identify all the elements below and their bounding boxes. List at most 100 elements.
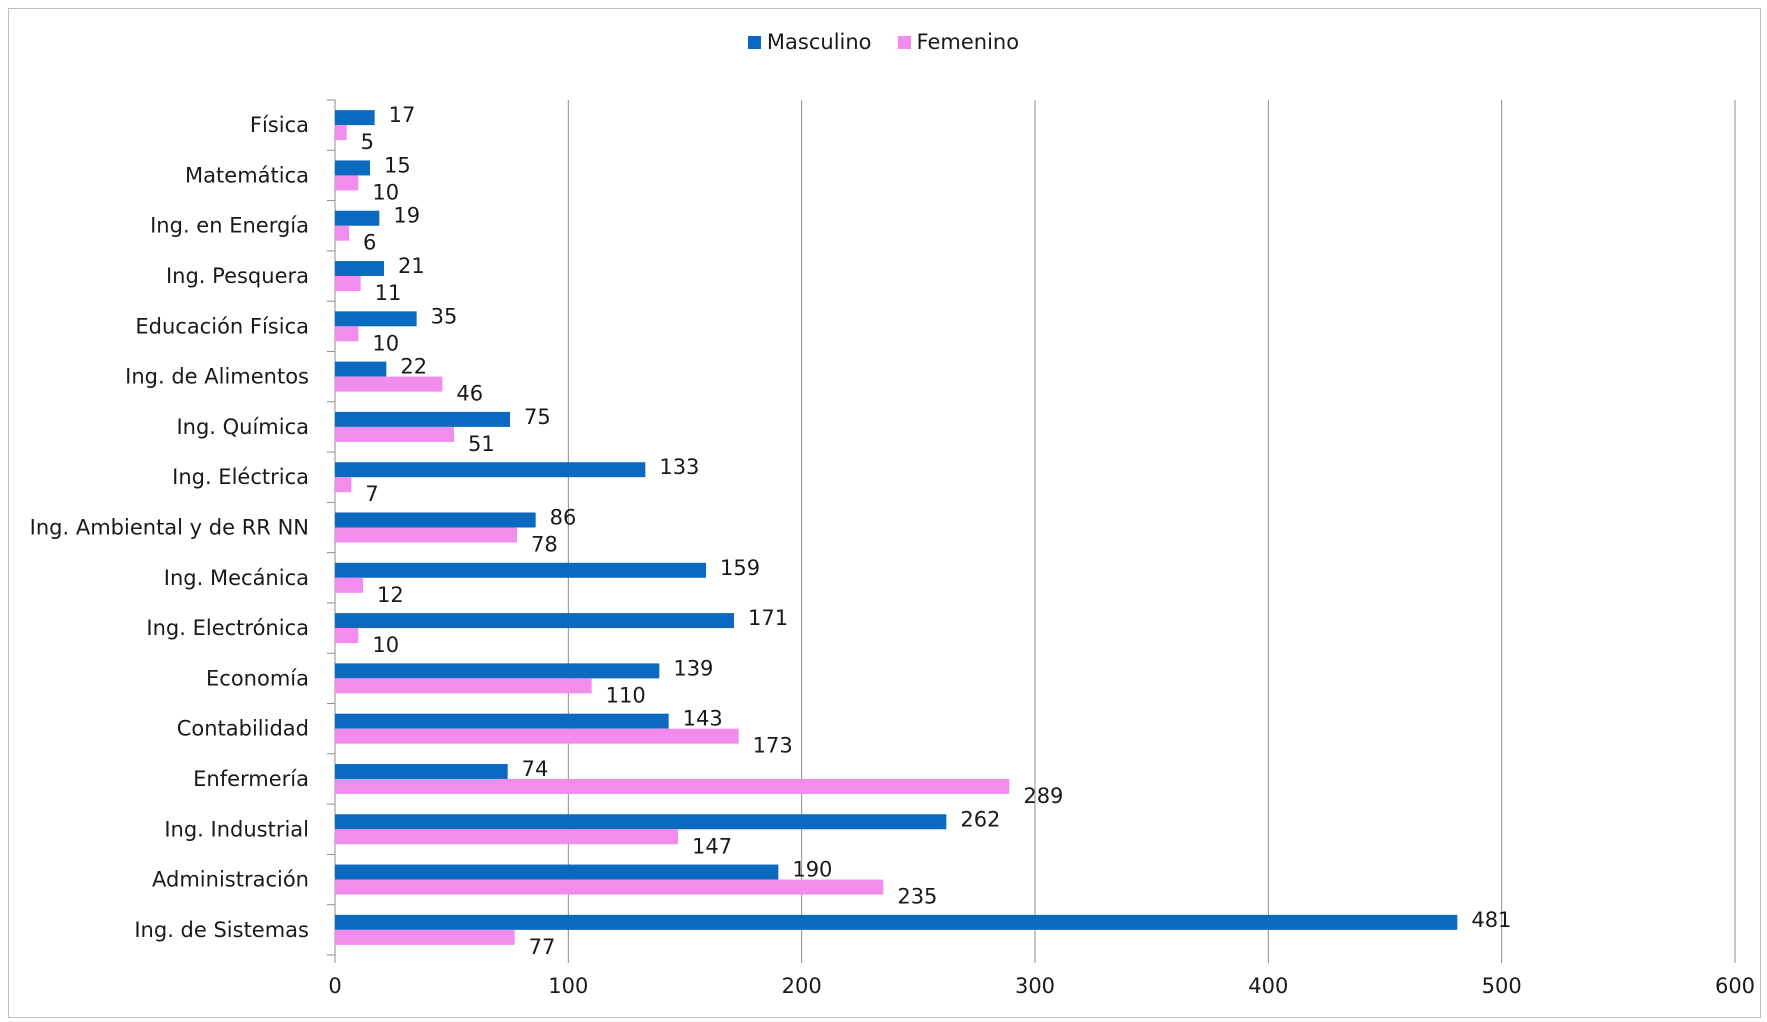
- data-label-masculino: 143: [683, 707, 723, 731]
- bar-masculino: [335, 261, 384, 277]
- bar-femenino: [335, 728, 739, 744]
- bar-femenino: [335, 426, 454, 442]
- bar-femenino: [335, 678, 592, 694]
- data-label-femenino: 147: [692, 834, 732, 858]
- bar-masculino: [335, 411, 510, 427]
- category-label: Ing. de Sistemas: [134, 918, 309, 942]
- bar-masculino: [335, 210, 380, 226]
- category-label: Ing. Eléctrica: [172, 465, 309, 489]
- category-label: Administración: [152, 868, 309, 892]
- legend-item-masculino: Masculino: [747, 30, 872, 54]
- data-label-masculino: 22: [400, 355, 427, 379]
- bar-femenino: [335, 175, 359, 191]
- bar-masculino: [335, 663, 660, 679]
- data-label-femenino: 78: [531, 533, 558, 557]
- category-label: Ing. Industrial: [164, 817, 309, 841]
- bar-femenino: [335, 326, 359, 342]
- category-label: Contabilidad: [177, 717, 309, 741]
- data-label-femenino: 289: [1023, 784, 1063, 808]
- bar-femenino: [335, 125, 347, 141]
- data-label-femenino: 11: [375, 281, 402, 305]
- bar-masculino: [335, 814, 947, 830]
- bar-masculino: [335, 361, 387, 377]
- category-label: Ing. Ambiental y de RR NN: [30, 516, 309, 540]
- category-label: Ing. Pesquera: [166, 264, 309, 288]
- category-label: Ing. Química: [176, 415, 309, 439]
- category-label: Educación Física: [135, 314, 309, 338]
- bar-masculino: [335, 613, 734, 629]
- category-label: Matemática: [185, 163, 309, 187]
- data-label-masculino: 35: [431, 304, 458, 328]
- bar-femenino: [335, 477, 352, 493]
- bar-masculino: [335, 160, 370, 176]
- data-label-femenino: 12: [377, 583, 404, 607]
- data-label-masculino: 17: [389, 103, 416, 127]
- category-label: Ing. Mecánica: [164, 566, 309, 590]
- bar-femenino: [335, 527, 517, 543]
- data-label-masculino: 21: [398, 254, 425, 278]
- data-label-femenino: 5: [361, 130, 374, 154]
- category-label: Enfermería: [193, 767, 309, 791]
- x-tick-label: 100: [548, 974, 588, 998]
- legend: Masculino Femenino: [0, 30, 1767, 54]
- legend-swatch-femenino: [897, 35, 911, 49]
- bar-femenino: [335, 276, 361, 292]
- data-label-femenino: 10: [372, 331, 399, 355]
- category-label: Ing. de Alimentos: [125, 365, 309, 389]
- data-label-masculino: 75: [524, 405, 551, 429]
- data-label-femenino: 46: [456, 382, 483, 406]
- data-label-masculino: 74: [522, 757, 549, 781]
- bar-masculino: [335, 713, 669, 729]
- legend-item-femenino: Femenino: [897, 30, 1020, 54]
- x-tick-label: 600: [1715, 974, 1755, 998]
- category-label: Ing. Electrónica: [146, 616, 309, 640]
- category-label: Economía: [206, 666, 309, 690]
- data-label-masculino: 262: [960, 807, 1000, 831]
- data-label-masculino: 171: [748, 606, 788, 630]
- x-tick-label: 500: [1482, 974, 1522, 998]
- data-label-masculino: 139: [673, 656, 713, 680]
- bar-femenino: [335, 628, 359, 644]
- bar-masculino: [335, 110, 375, 126]
- bar-femenino: [335, 376, 443, 392]
- legend-swatch-masculino: [747, 35, 761, 49]
- data-label-femenino: 10: [372, 180, 399, 204]
- bar-masculino: [335, 864, 779, 880]
- data-label-masculino: 481: [1471, 908, 1511, 932]
- data-label-masculino: 190: [792, 858, 832, 882]
- bar-masculino: [335, 763, 508, 779]
- data-label-femenino: 110: [606, 683, 646, 707]
- data-label-femenino: 51: [468, 432, 495, 456]
- x-tick-label: 0: [328, 974, 341, 998]
- bar-femenino: [335, 879, 884, 895]
- data-label-femenino: 235: [897, 885, 937, 909]
- data-label-femenino: 6: [363, 231, 376, 255]
- bar-femenino: [335, 778, 1010, 794]
- bar-masculino: [335, 914, 1458, 930]
- data-label-masculino: 133: [659, 455, 699, 479]
- data-label-masculino: 19: [393, 204, 420, 228]
- data-label-femenino: 77: [529, 935, 556, 959]
- legend-label-masculino: Masculino: [766, 30, 872, 54]
- data-label-masculino: 159: [720, 556, 760, 580]
- legend-label-femenino: Femenino: [916, 30, 1020, 54]
- data-label-masculino: 15: [384, 153, 411, 177]
- category-label: Física: [250, 113, 309, 137]
- chart-frame: [8, 8, 1761, 1018]
- x-tick-label: 200: [782, 974, 822, 998]
- bar-femenino: [335, 829, 678, 845]
- x-tick-label: 400: [1248, 974, 1288, 998]
- bar-femenino: [335, 225, 349, 241]
- bar-masculino: [335, 512, 536, 528]
- data-label-femenino: 7: [365, 482, 378, 506]
- data-label-femenino: 173: [753, 734, 793, 758]
- bar-masculino: [335, 311, 417, 327]
- bar-masculino: [335, 562, 706, 578]
- data-label-femenino: 10: [372, 633, 399, 657]
- bar-femenino: [335, 929, 515, 945]
- data-label-masculino: 86: [550, 506, 577, 530]
- bar-femenino: [335, 577, 363, 593]
- category-label: Ing. en Energía: [150, 214, 309, 238]
- x-tick-label: 300: [1015, 974, 1055, 998]
